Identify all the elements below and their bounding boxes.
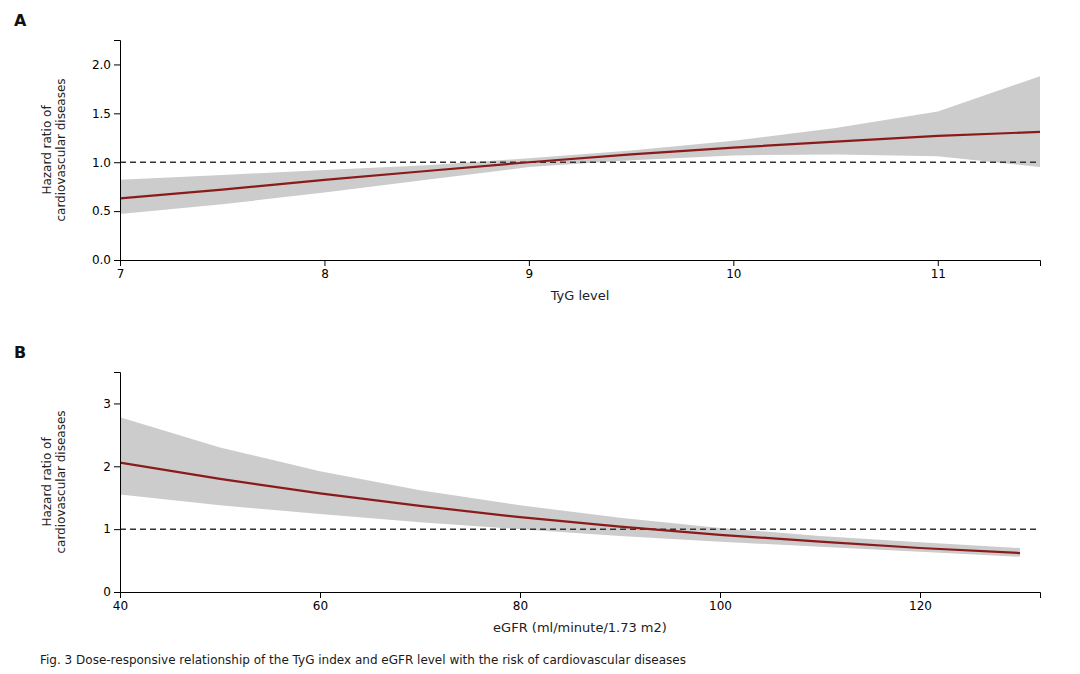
tick-mark (324, 260, 325, 266)
tick-label: 2.0 (92, 58, 111, 72)
x-axis-line (121, 593, 1041, 599)
tick: 1 (103, 522, 120, 536)
line (120, 132, 1040, 198)
tick: 8 (321, 260, 329, 281)
x-axis: 40 60 80 100 120 (113, 592, 1041, 613)
tick: 1.5 (92, 107, 120, 121)
tick: 2 (103, 460, 120, 474)
tick-label: 10 (726, 267, 741, 281)
tick: 7 (117, 260, 125, 281)
tick: 0.0 (92, 253, 120, 267)
x-axis-line (121, 261, 1041, 267)
tick-label: 0.5 (92, 204, 111, 218)
tick-mark (920, 592, 921, 598)
tick: 11 (931, 260, 946, 281)
tick: 100 (709, 592, 732, 613)
reference-line (120, 528, 1040, 530)
tick-label: 8 (321, 267, 329, 281)
tick-mark (114, 466, 120, 467)
y-axis-line (114, 373, 121, 593)
x-axis-title: TyG level (550, 288, 610, 303)
tick: 120 (909, 592, 932, 613)
tick-label: 100 (709, 599, 732, 613)
y-axis-title: Hazard ratio ofcardiovascular diseases (40, 410, 68, 553)
tick-label: 11 (931, 267, 946, 281)
tick-label: 80 (513, 599, 528, 613)
panel: 40 60 80 100 120 0 1 2 3 eGFR (ml/minute/1.73 m2)… (14, 343, 1041, 635)
tick-label: 60 (313, 599, 328, 613)
tick-mark (114, 211, 120, 212)
tick: 1.0 (92, 156, 120, 170)
tick-label: 0 (103, 585, 111, 599)
tick: 80 (513, 592, 528, 613)
tick-label: 0.0 (92, 253, 111, 267)
tick-mark (114, 260, 120, 261)
panel-label: A (14, 11, 27, 30)
y-axis: 0 1 2 3 (103, 373, 120, 600)
y-axis: 0.0 0.5 1.0 1.5 2.0 (92, 41, 121, 268)
tick: 10 (726, 260, 741, 281)
tick: 40 (113, 592, 128, 613)
tick-label: 7 (117, 267, 125, 281)
reference-line (120, 161, 1040, 163)
tick-mark (733, 260, 734, 266)
confidence-band (120, 76, 1040, 214)
tick: 2.0 (92, 58, 120, 72)
tick-mark (114, 162, 120, 163)
tick: 60 (313, 592, 328, 613)
tick-label: 40 (113, 599, 128, 613)
tick-label: 1 (103, 522, 111, 536)
tick-mark (320, 592, 321, 598)
y-axis-line (114, 41, 121, 261)
tick-label: 120 (909, 599, 932, 613)
confidence-band (120, 417, 1020, 557)
tick: 0.5 (92, 204, 120, 218)
chart: 78910110.00.51.01.52.0TyG levelHazard ra… (0, 0, 1080, 674)
caption: Fig. 3 Dose-responsive relationship of t… (40, 653, 686, 667)
tick-mark (114, 592, 120, 593)
x-axis: 7 8 9 10 11 (117, 260, 1041, 281)
tick-mark (114, 403, 120, 404)
line (120, 463, 1020, 554)
tick-label: 3 (103, 397, 111, 411)
tick: 3 (103, 397, 120, 411)
x-axis-title: eGFR (ml/minute/1.73 m2) (493, 620, 667, 635)
panel-label: B (14, 343, 26, 362)
y-axis-title: Hazard ratio ofcardiovascular diseases (40, 78, 68, 221)
tick: 9 (526, 260, 534, 281)
tick-mark (520, 592, 521, 598)
tick-mark (114, 529, 120, 530)
tick: 0 (103, 585, 120, 599)
panel: 7 8 9 10 11 0.0 0.5 1.0 1.5 2.0 TyG level Hazard ra… (14, 11, 1041, 303)
tick-mark (114, 113, 120, 114)
tick-mark (938, 260, 939, 266)
plot-area (120, 76, 1040, 214)
tick-label: 1.0 (92, 156, 111, 170)
tick-mark (114, 64, 120, 65)
tick-label: 2 (103, 460, 111, 474)
tick-label: 9 (526, 267, 534, 281)
tick-mark (720, 592, 721, 598)
tick-label: 1.5 (92, 107, 111, 121)
tick-mark (529, 260, 530, 266)
plot-area (120, 417, 1040, 557)
